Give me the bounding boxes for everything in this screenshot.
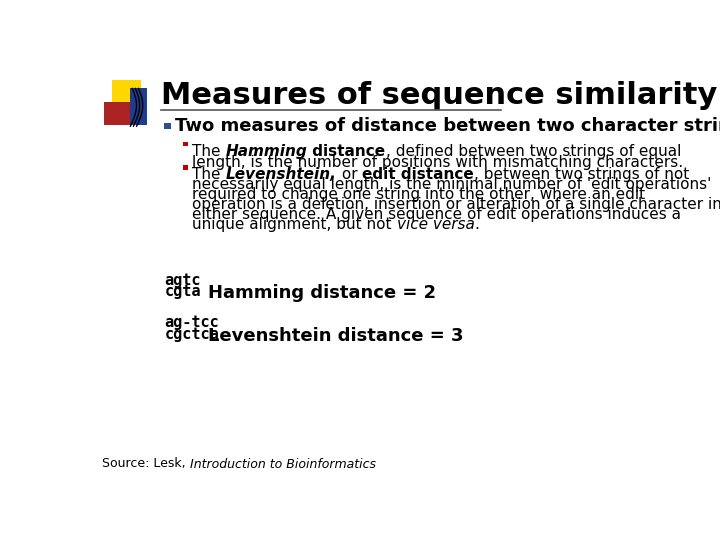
Text: Levenshtein distance = 3: Levenshtein distance = 3 (208, 327, 463, 345)
Text: distance: distance (307, 144, 385, 159)
Text: vice versa: vice versa (397, 217, 474, 232)
FancyBboxPatch shape (112, 80, 141, 107)
Text: The: The (192, 144, 225, 159)
Text: edit distance: edit distance (362, 167, 474, 182)
FancyBboxPatch shape (104, 102, 133, 125)
Text: or: or (336, 167, 362, 182)
Text: ag-tcc: ag-tcc (164, 315, 219, 330)
Text: .: . (474, 217, 480, 232)
Bar (183, 165, 188, 170)
Bar (164, 123, 171, 130)
Text: Source: Lesk,: Source: Lesk, (102, 457, 190, 470)
Text: Two measures of distance between two character strings:: Two measures of distance between two cha… (175, 117, 720, 136)
Text: Hamming distance = 2: Hamming distance = 2 (208, 284, 436, 302)
Text: length, is the number of positions with mismatching characters.: length, is the number of positions with … (192, 155, 683, 170)
Text: agtc: agtc (164, 273, 201, 288)
Text: , defined between two strings of equal: , defined between two strings of equal (385, 144, 681, 159)
Text: cgctca: cgctca (164, 327, 219, 342)
Text: cgta: cgta (164, 284, 201, 299)
Text: Levenshtein,: Levenshtein, (225, 167, 336, 182)
Text: required to change one string into the other, where an edit: required to change one string into the o… (192, 187, 645, 202)
Text: , between two strings of not: , between two strings of not (474, 167, 689, 182)
Text: operation is a deletion, insertion or alteration of a single character in: operation is a deletion, insertion or al… (192, 197, 720, 212)
Text: unique alignment, but not: unique alignment, but not (192, 217, 397, 232)
Text: Measures of sequence similarity: Measures of sequence similarity (161, 81, 718, 110)
Text: either sequence. A given sequence of edit operations induces a: either sequence. A given sequence of edi… (192, 207, 681, 222)
Bar (183, 142, 188, 146)
Text: necessarily equal length, is the minimal number of 'edit operations': necessarily equal length, is the minimal… (192, 177, 711, 192)
Text: Hamming: Hamming (225, 144, 307, 159)
Text: The: The (192, 167, 225, 182)
FancyBboxPatch shape (130, 88, 148, 125)
Text: Introduction to Bioinformatics: Introduction to Bioinformatics (190, 457, 376, 470)
